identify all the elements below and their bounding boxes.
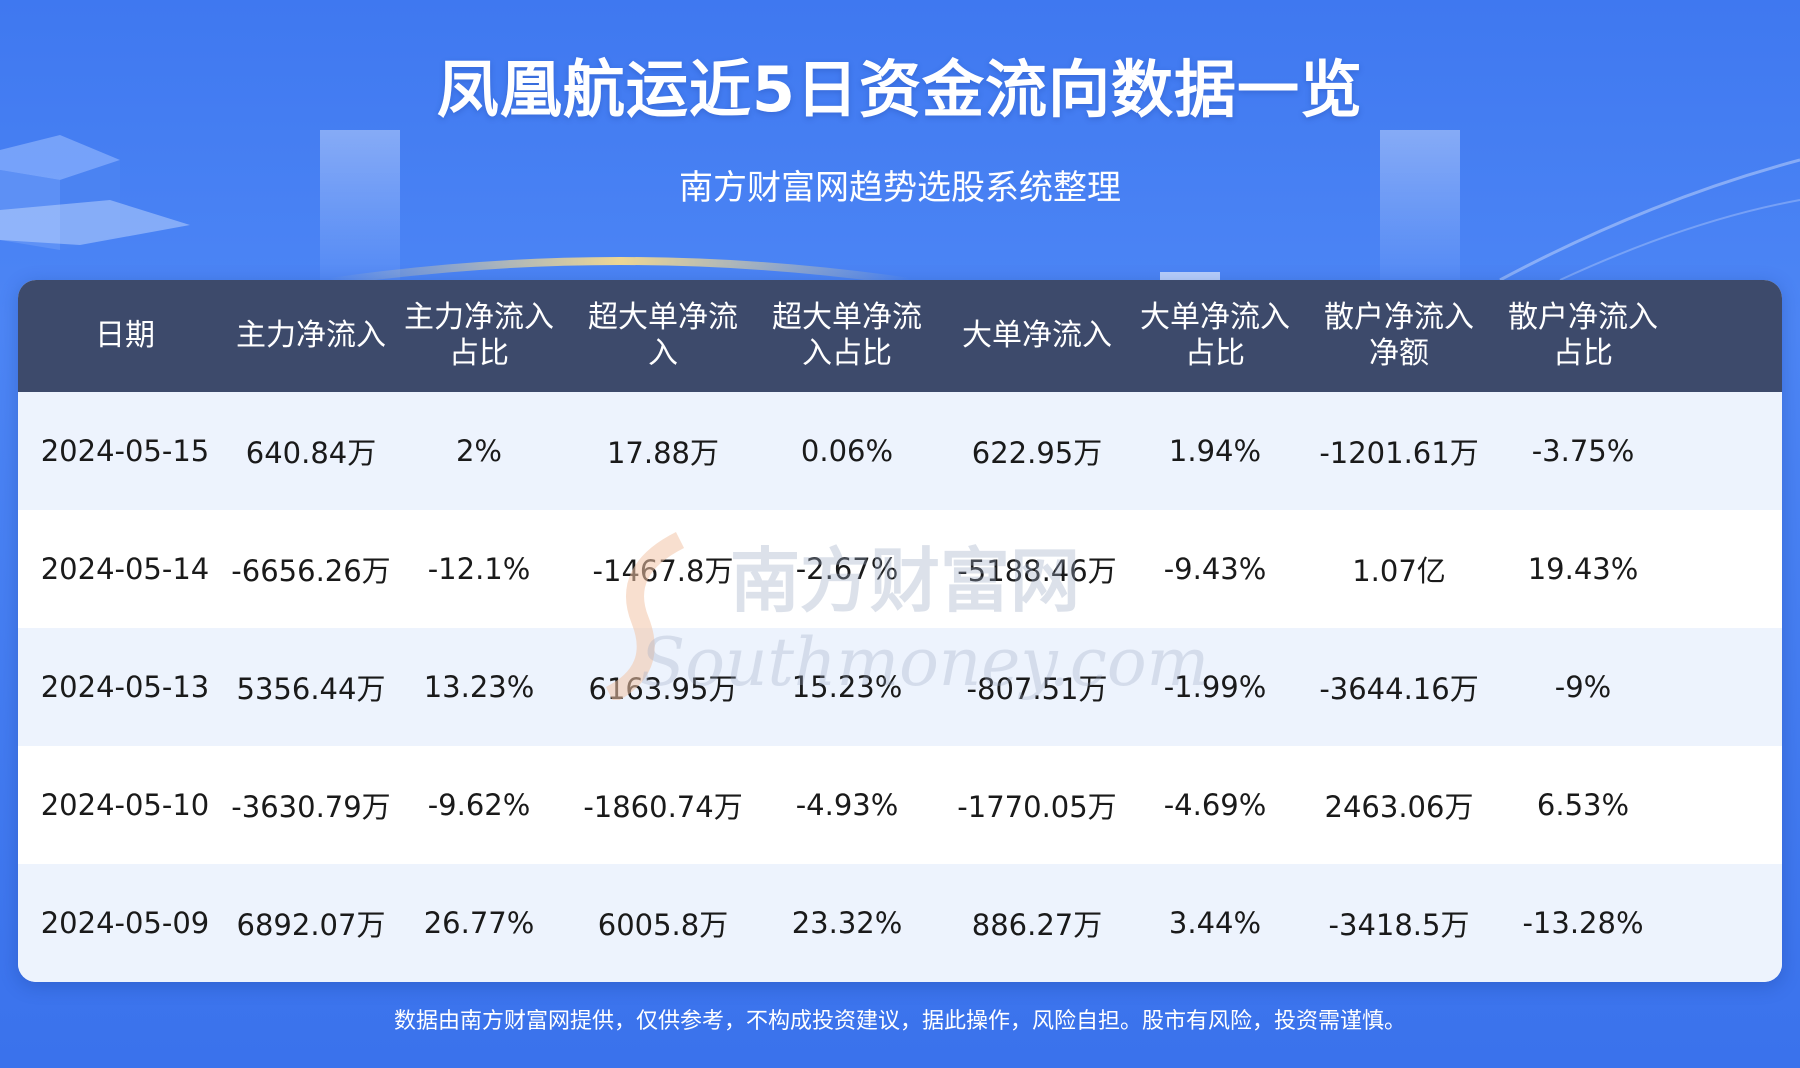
cell-main-ratio: 26.77%	[423, 906, 535, 940]
cell-retail-inflow: -3418.5万	[1328, 908, 1470, 942]
footer-disclaimer: 数据由南方财富网提供，仅供参考，不构成投资建议，据此操作，风险自担。股市有风险，…	[393, 1009, 1406, 1034]
cell-large-ratio: -4.69%	[1163, 788, 1267, 822]
cell-main-ratio: 13.23%	[423, 670, 535, 704]
column-header-xl-inflow: 超大单净流入	[588, 300, 738, 371]
cell-retail-ratio: -13.28%	[1522, 906, 1644, 940]
cell-xl-ratio: -2.67%	[795, 552, 899, 586]
column-header-main-inflow: 主力净流入	[236, 318, 386, 353]
cell-date: 2024-05-15	[40, 434, 210, 468]
cell-xl-ratio: 23.32%	[791, 906, 903, 940]
cell-retail-ratio: 6.53%	[1536, 788, 1630, 822]
cell-main-inflow: -3630.79万	[231, 790, 391, 824]
table-row: 2024-05-13 5356.44万 13.23% 6163.95万 15.23% -8…	[18, 628, 1782, 746]
cell-date: 2024-05-13	[40, 670, 210, 704]
column-header-large-inflow: 大单净流入	[962, 318, 1112, 353]
cell-large-inflow: 886.27万	[971, 908, 1103, 942]
column-header-main-ratio: 主力净流入占比	[404, 300, 554, 371]
cell-main-ratio: -12.1%	[427, 552, 531, 586]
cell-large-inflow: 622.95万	[971, 436, 1103, 470]
table-row: 2024-05-09 6892.07万 26.77% 6005.8万 23.32% 886…	[18, 864, 1782, 982]
table-row: 2024-05-15 640.84万 2% 17.88万 0.06% 622.95万 1.9…	[18, 392, 1782, 510]
cell-main-ratio: -9.62%	[427, 788, 531, 822]
table-row: 2024-05-10 -3630.79万 -9.62% -1860.74万 -4.93%…	[18, 746, 1782, 864]
cell-main-inflow: 6892.07万	[236, 908, 386, 942]
column-header-retail-ratio: 散户净流入占比	[1508, 300, 1658, 371]
cell-xl-ratio: 0.06%	[800, 434, 894, 468]
cell-date: 2024-05-09	[40, 906, 210, 940]
table-header-row: 日期 主力净流入 主力净流入占比 超大单净流入 超大单净流入占比 大单净流入 大…	[18, 280, 1782, 392]
column-header-large-ratio: 大单净流入占比	[1140, 300, 1290, 371]
cell-main-ratio: 2%	[455, 434, 502, 468]
table-row: 2024-05-14 -6656.26万 -12.1% -1467.8万 -2.67% -…	[18, 510, 1782, 628]
cell-xl-inflow: 17.88万	[606, 436, 720, 470]
cell-large-ratio: 3.44%	[1168, 906, 1262, 940]
cell-xl-inflow: 6005.8万	[597, 908, 729, 942]
table-body: 2024-05-15 640.84万 2% 17.88万 0.06% 622.95万 1.9…	[18, 392, 1782, 982]
cell-large-inflow: -1770.05万	[957, 790, 1117, 824]
cell-large-ratio: 1.94%	[1168, 434, 1262, 468]
cell-xl-ratio: -4.93%	[795, 788, 899, 822]
cell-main-inflow: 5356.44万	[236, 672, 386, 706]
cell-date: 2024-05-14	[40, 552, 210, 586]
cell-xl-inflow: -1467.8万	[592, 554, 734, 588]
cell-retail-inflow: 1.07亿	[1352, 554, 1446, 588]
cell-main-inflow: 640.84万	[245, 436, 377, 470]
cell-retail-inflow: 2463.06万	[1324, 790, 1474, 824]
cell-xl-inflow: 6163.95万	[588, 672, 738, 706]
cell-large-inflow: -5188.46万	[957, 554, 1117, 588]
cell-large-ratio: -1.99%	[1163, 670, 1267, 704]
page-title: 凤凰航运近5日资金流向数据一览	[436, 53, 1364, 126]
cell-retail-ratio: 19.43%	[1527, 552, 1639, 586]
cell-xl-ratio: 15.23%	[791, 670, 903, 704]
cell-retail-inflow: -3644.16万	[1319, 672, 1479, 706]
column-header-date: 日期	[95, 318, 155, 353]
cell-retail-ratio: -9%	[1554, 670, 1612, 704]
fund-flow-table: 日期 主力净流入 主力净流入占比 超大单净流入 超大单净流入占比 大单净流入 大…	[18, 280, 1782, 982]
cell-main-inflow: -6656.26万	[231, 554, 391, 588]
cell-retail-ratio: -3.75%	[1531, 434, 1635, 468]
cell-retail-inflow: -1201.61万	[1319, 436, 1479, 470]
cell-date: 2024-05-10	[40, 788, 210, 822]
page-subtitle: 南方财富网趋势选股系统整理	[679, 168, 1121, 208]
column-header-xl-ratio: 超大单净流入占比	[772, 300, 922, 371]
column-header-retail-inflow: 散户净流入净额	[1324, 300, 1474, 371]
cell-large-ratio: -9.43%	[1163, 552, 1267, 586]
cell-large-inflow: -807.51万	[966, 672, 1108, 706]
cell-xl-inflow: -1860.74万	[583, 790, 743, 824]
